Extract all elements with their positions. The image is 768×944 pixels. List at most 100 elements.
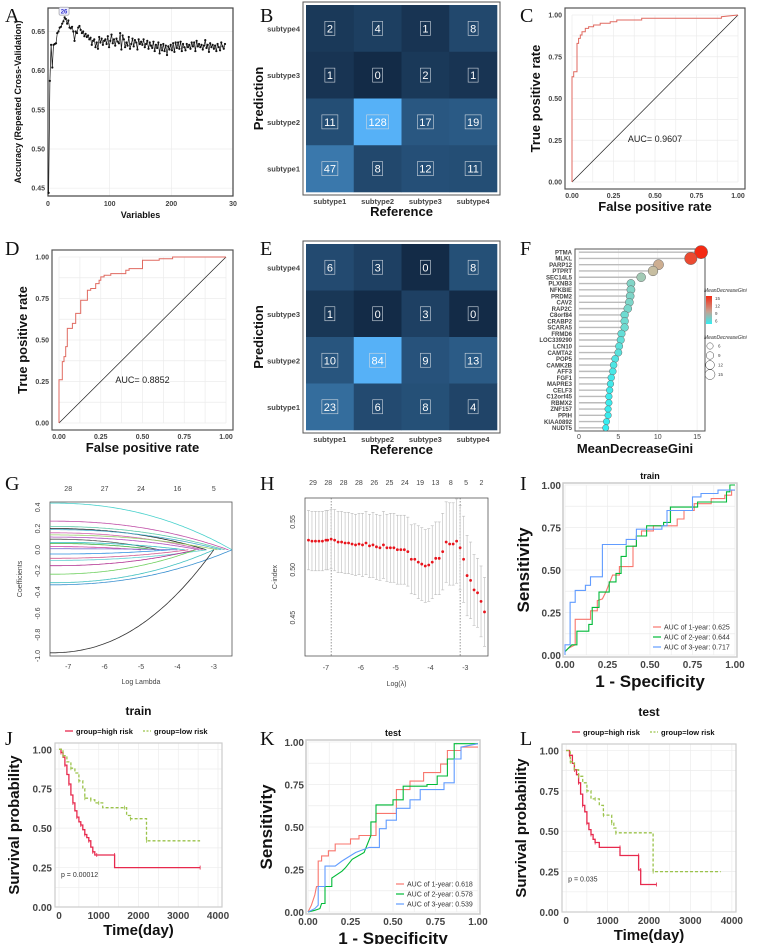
accuracy-point (127, 35, 130, 39)
heatmap-cell (353, 98, 402, 146)
legend-label: AUC of 3-year: 0.717 (664, 645, 730, 652)
cindex-point (420, 562, 424, 566)
y-tick-label: 0.00 (35, 421, 49, 428)
cindex-point (462, 557, 465, 561)
diagonal-reference-line (571, 14, 739, 183)
cindex-point (321, 539, 324, 543)
coefficient-path-c1 (50, 502, 233, 551)
x-tick-label: -7 (323, 665, 329, 672)
panel-a: 0 100 200 30 0.45 0.50 0.55 0.60 0.65 Variables Ac… (13, 6, 237, 220)
lollipop-point (611, 355, 619, 363)
x-tick-label: 0.00 (555, 660, 575, 671)
heatmap-cell (449, 337, 498, 384)
accuracy-point (146, 39, 149, 43)
cell-value: 9 (422, 355, 428, 367)
gene-label: CAMK2B (546, 363, 572, 369)
cindex-point (423, 564, 427, 568)
cell-value: 2 (327, 23, 333, 35)
accuracy-point (167, 45, 170, 48)
accuracy-point (73, 39, 76, 43)
x-tick-label: 4000 (207, 911, 230, 922)
x-tick-label: 0.75 (426, 917, 446, 928)
x-tick-label: 1.00 (731, 193, 745, 200)
diagonal-reference-line (58, 256, 227, 424)
accuracy-point (77, 26, 80, 29)
chart-title: train (640, 471, 660, 481)
accuracy-point (218, 49, 222, 52)
coefficient-path-c7 (50, 534, 218, 551)
cell-label-box (372, 67, 383, 83)
x-tick-label: 0.25 (598, 660, 618, 671)
x-tick-label: 0 (577, 434, 581, 441)
cell-label-box (420, 306, 431, 322)
y-tick-label: 1.00 (548, 13, 562, 20)
accuracy-point (173, 50, 176, 53)
gene-label: PRDM2 (551, 294, 573, 300)
plot-frame (564, 7, 746, 190)
panel-label-b: B (260, 5, 273, 27)
x-tick-label: 1000 (88, 911, 111, 922)
x-tick-label: 2000 (638, 916, 661, 927)
accuracy-point (54, 42, 58, 45)
y-tick-label: 0.75 (285, 781, 305, 792)
accuracy-point (59, 25, 63, 28)
annotation-label: 26 (61, 10, 68, 16)
top-tick-label: 2 (479, 480, 483, 487)
cindex-point (333, 538, 337, 542)
accuracy-point (86, 34, 90, 37)
accuracy-point (184, 49, 187, 52)
plot-frame (562, 482, 738, 658)
cell-label-box (420, 259, 431, 275)
x-axis-label: Log Lambda (122, 679, 161, 686)
heatmap-cell (401, 51, 450, 99)
accuracy-point (151, 46, 154, 50)
x-tick-label: -4 (427, 665, 433, 672)
cell-label-box (420, 67, 431, 83)
gene-label: POP5 (556, 357, 573, 363)
y-tick-label: 0.00 (33, 903, 53, 914)
accuracy-point (107, 46, 111, 49)
gene-label: SCARA5 (547, 326, 572, 332)
x-axis-label: 1 - Specificity (338, 929, 448, 944)
x-category-label: subtype2 (361, 435, 394, 444)
x-tick-label: 3000 (679, 916, 702, 927)
accuracy-point (157, 41, 160, 44)
x-tick-label: 30 (229, 201, 237, 208)
cell-value: 8 (375, 164, 381, 176)
cell-value: 84 (372, 355, 384, 367)
gene-label: PARP12 (549, 263, 573, 269)
y-category-label: subtype2 (267, 118, 300, 127)
lollipop-point (607, 374, 615, 382)
panel-label-f: F (520, 238, 531, 260)
accuracy-point (114, 44, 117, 47)
panel-label-i: I (520, 473, 527, 495)
accuracy-point (215, 49, 218, 53)
cindex-point (350, 542, 354, 546)
cell-label-box (467, 306, 479, 322)
accuracy-point (141, 43, 144, 46)
top-tick-label: 5 (464, 480, 468, 487)
y-tick-label: 0.25 (33, 864, 53, 875)
heatmap-cell (306, 145, 355, 193)
accuracy-point (104, 38, 107, 41)
cell-value: 0 (375, 70, 381, 82)
coefficient-path-c15 (50, 549, 189, 559)
auc-annotation: AUC= 0.9607 (628, 134, 682, 144)
gene-label: C8orf84 (550, 313, 573, 319)
accuracy-point (123, 46, 127, 49)
top-tick-label: 28 (340, 480, 348, 487)
x-tick-label: 0.75 (177, 434, 191, 441)
x-axis-label: False positive rate (86, 440, 199, 455)
heatmap-cell (306, 244, 355, 291)
legend-label: AUC of 2-year: 0.578 (407, 892, 473, 899)
coefficient-path-c6 (50, 532, 203, 551)
lollipop-point (636, 272, 646, 282)
x-tick-label: 1.00 (725, 660, 745, 671)
gene-label: AFF3 (557, 370, 573, 376)
heatmap-cell (306, 51, 355, 99)
panel-label-h: H (260, 473, 274, 495)
cell-value: 12 (419, 164, 431, 176)
accuracy-point (49, 43, 53, 46)
cell-value: 0 (375, 309, 381, 321)
